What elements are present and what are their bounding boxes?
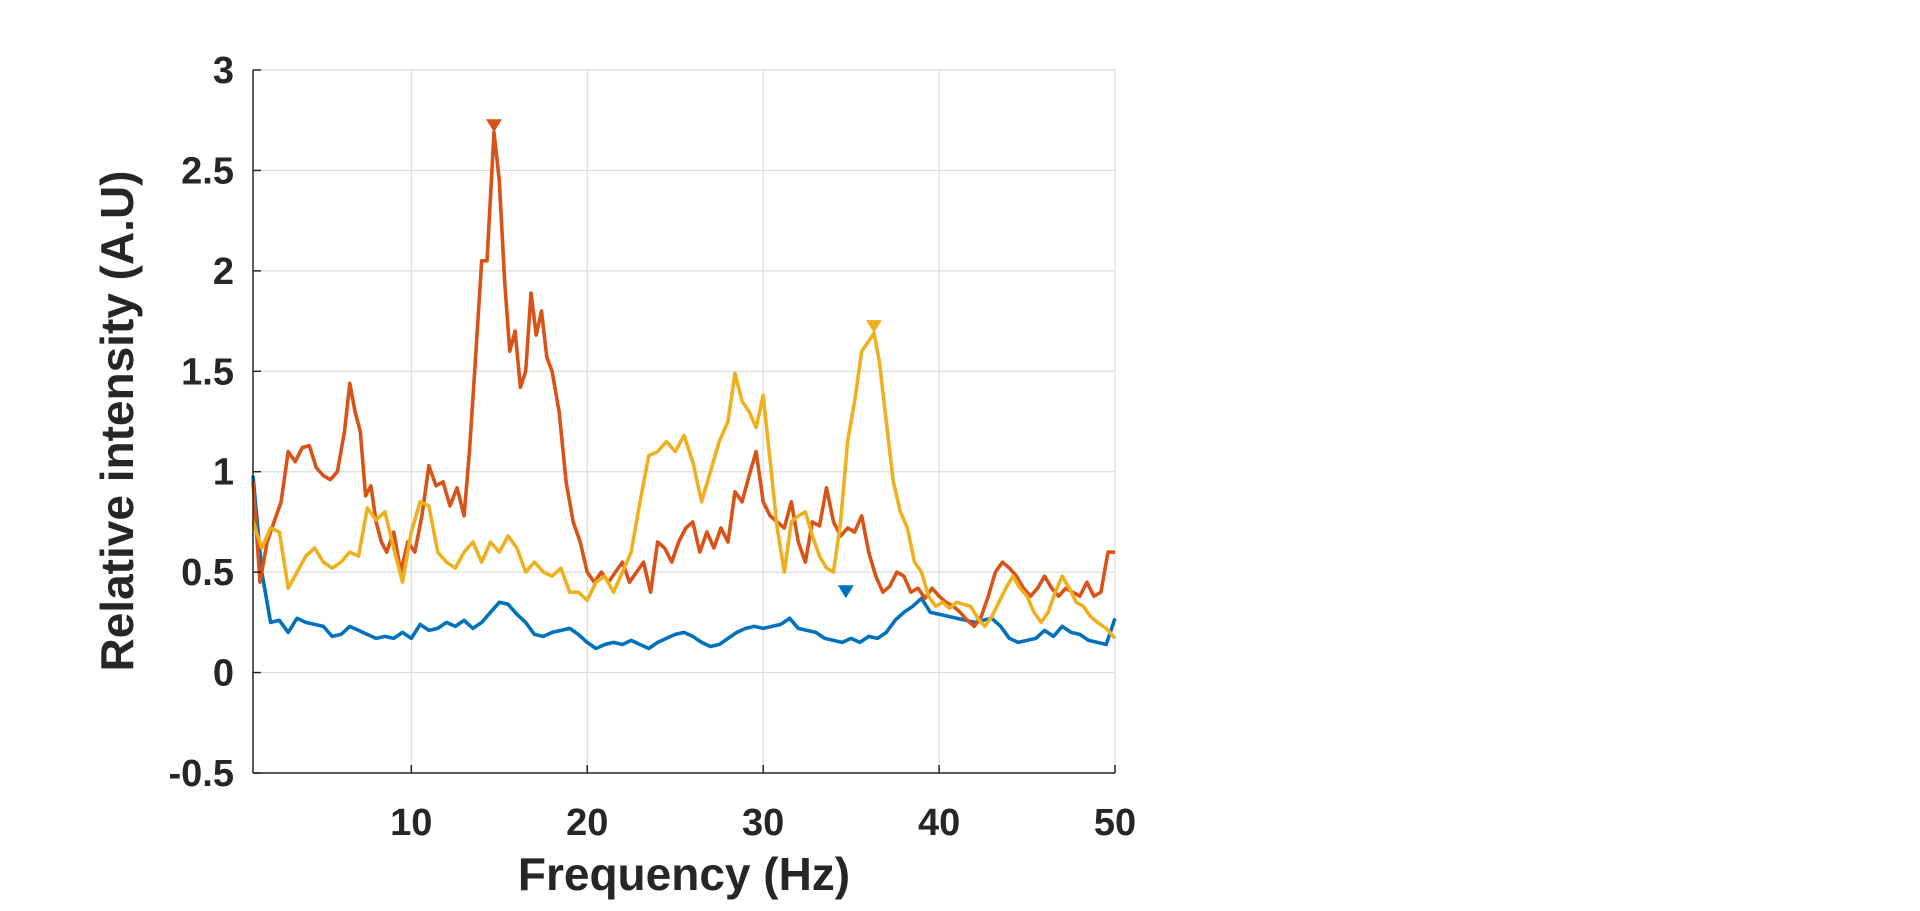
x-tick-label-2: 30 <box>742 802 784 844</box>
y-tick-label-1: 0 <box>213 653 234 695</box>
data-series <box>251 130 1117 651</box>
plot-area-background <box>253 70 1115 773</box>
y-tick-label-3: 1 <box>213 452 234 494</box>
y-tick-label-4: 1.5 <box>181 351 234 393</box>
peak-marker-1 <box>486 119 503 133</box>
x-tick-label-4: 50 <box>1094 802 1136 844</box>
series-line-1 <box>251 130 1115 629</box>
x-tick-labels: 10 20 30 40 50 <box>390 802 1136 844</box>
x-tick-label-1: 20 <box>566 802 608 844</box>
y-tick-label-7: 3 <box>213 50 234 92</box>
axes <box>252 69 1116 774</box>
series-line-2 <box>251 331 1117 640</box>
x-tick-label-0: 10 <box>390 802 432 844</box>
y-axis-title: Relative intensity (A.U) <box>91 171 143 672</box>
y-tick-label-5: 2 <box>213 251 234 293</box>
x-tick-label-3: 40 <box>918 802 960 844</box>
y-tick-label-2: 0.5 <box>181 552 234 594</box>
peak-markers <box>486 119 882 599</box>
peak-marker-0 <box>837 585 854 599</box>
x-axis-title: Frequency (Hz) <box>518 848 850 900</box>
y-tick-label-0: -0.5 <box>169 753 234 795</box>
y-tick-label-6: 2.5 <box>181 150 234 192</box>
peak-marker-2 <box>865 320 882 334</box>
y-tick-labels: -0.5 0 0.5 1 1.5 2 2.5 3 <box>169 50 234 795</box>
